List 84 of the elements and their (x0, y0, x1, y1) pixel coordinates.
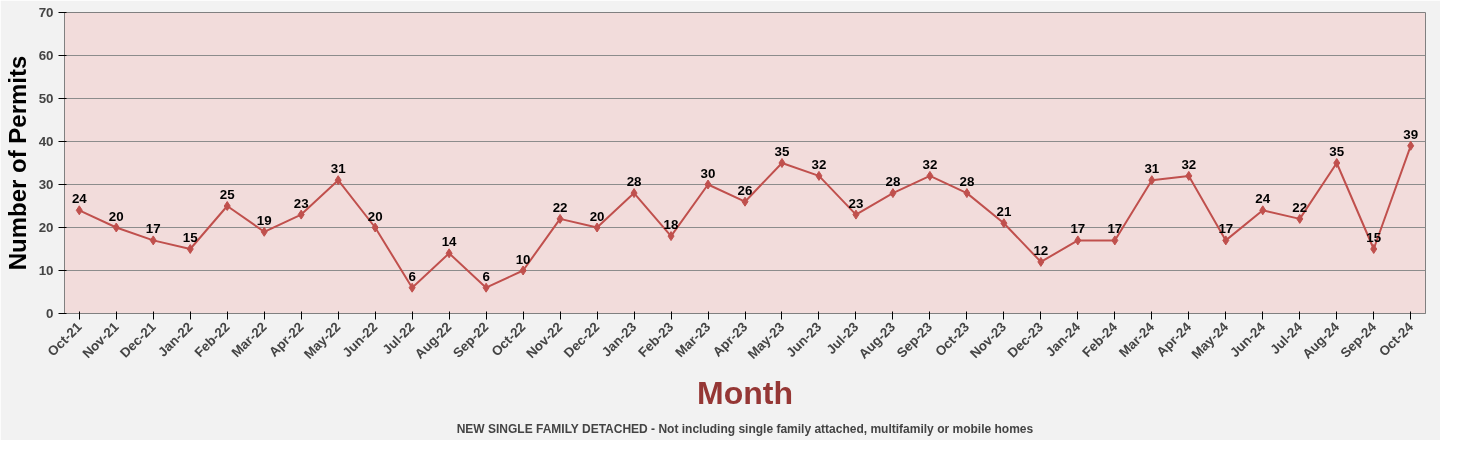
point (260, 226, 268, 237)
data-label: 23 (848, 195, 864, 211)
data-label: 32 (1181, 156, 1197, 172)
data-label: 24 (71, 191, 88, 207)
data-label: 14 (441, 234, 458, 250)
data-label: 31 (330, 161, 347, 177)
data-label: 23 (293, 195, 309, 211)
data-label: 20 (589, 208, 605, 224)
point (593, 222, 601, 233)
data-label: 17 (1070, 221, 1086, 237)
data-label: 18 (663, 217, 679, 233)
data-label: 17 (1107, 221, 1123, 237)
y-tick-label: 20 (38, 220, 54, 235)
point (149, 235, 157, 246)
data-label: 22 (552, 199, 568, 215)
data-label: 24 (1255, 191, 1271, 207)
point (112, 222, 120, 233)
data-label: 28 (885, 174, 901, 190)
point (778, 158, 786, 168)
point (963, 188, 971, 199)
point (519, 265, 527, 276)
data-label: 17 (145, 221, 161, 237)
point (889, 188, 897, 199)
y-tick-label: 0 (46, 306, 54, 321)
y-axis-title: Number of Permits (3, 55, 31, 271)
point (1333, 158, 1341, 168)
point (667, 231, 675, 242)
data-label: 22 (1292, 199, 1308, 215)
data-label: 26 (737, 182, 753, 198)
point (630, 188, 638, 199)
y-tick-label: 40 (38, 134, 54, 149)
data-label: 20 (108, 208, 124, 224)
text: NEW SINGLE FAMILY DETACHED - Not including single family attached, multifamily or mobile homes (456, 421, 1034, 436)
data-label: 28 (626, 174, 642, 190)
point (704, 179, 712, 190)
point (1074, 235, 1082, 246)
data-label: 35 (774, 144, 790, 159)
point (1037, 256, 1045, 267)
point (408, 282, 416, 293)
data-label: 25 (219, 187, 236, 202)
point (75, 205, 83, 216)
data-label: 32 (811, 156, 827, 172)
y-tick-label: 60 (38, 48, 54, 63)
point (297, 209, 305, 220)
point (1259, 205, 1267, 216)
point (445, 248, 453, 259)
point (1407, 140, 1415, 151)
data-label: 6 (482, 268, 490, 284)
data-label: 17 (1218, 221, 1234, 237)
data-label: 39 (1403, 126, 1419, 142)
point (852, 209, 860, 220)
y-tick-label: 70 (38, 5, 54, 20)
data-label: 10 (515, 251, 531, 267)
point (741, 196, 749, 207)
point (1111, 235, 1119, 246)
y-tick-label: 10 (38, 263, 54, 278)
x-axis-title: Month (697, 375, 793, 412)
point (1296, 213, 1304, 224)
point (223, 201, 231, 211)
y-tick-label: 30 (38, 177, 54, 192)
point (1370, 244, 1378, 254)
point (926, 170, 934, 181)
y-tick-label: 50 (38, 91, 54, 106)
point (334, 175, 342, 186)
point (1222, 235, 1230, 246)
point (1000, 218, 1008, 229)
data-label: 15 (182, 230, 199, 245)
point (815, 170, 823, 181)
data-label: 6 (408, 268, 416, 284)
point (186, 244, 194, 254)
data-label: 20 (367, 208, 383, 224)
data-label: 32 (922, 156, 938, 172)
data-label: 19 (256, 212, 272, 228)
data-label: 28 (959, 174, 975, 190)
point (371, 222, 379, 233)
data-label: 12 (1033, 242, 1049, 258)
point (482, 282, 490, 293)
point (1148, 175, 1156, 186)
data-label: 35 (1329, 144, 1345, 159)
point (1185, 170, 1193, 181)
data-label: 21 (996, 204, 1012, 220)
point (556, 213, 564, 224)
data-label: 30 (700, 165, 716, 181)
data-label: 31 (1144, 161, 1160, 177)
